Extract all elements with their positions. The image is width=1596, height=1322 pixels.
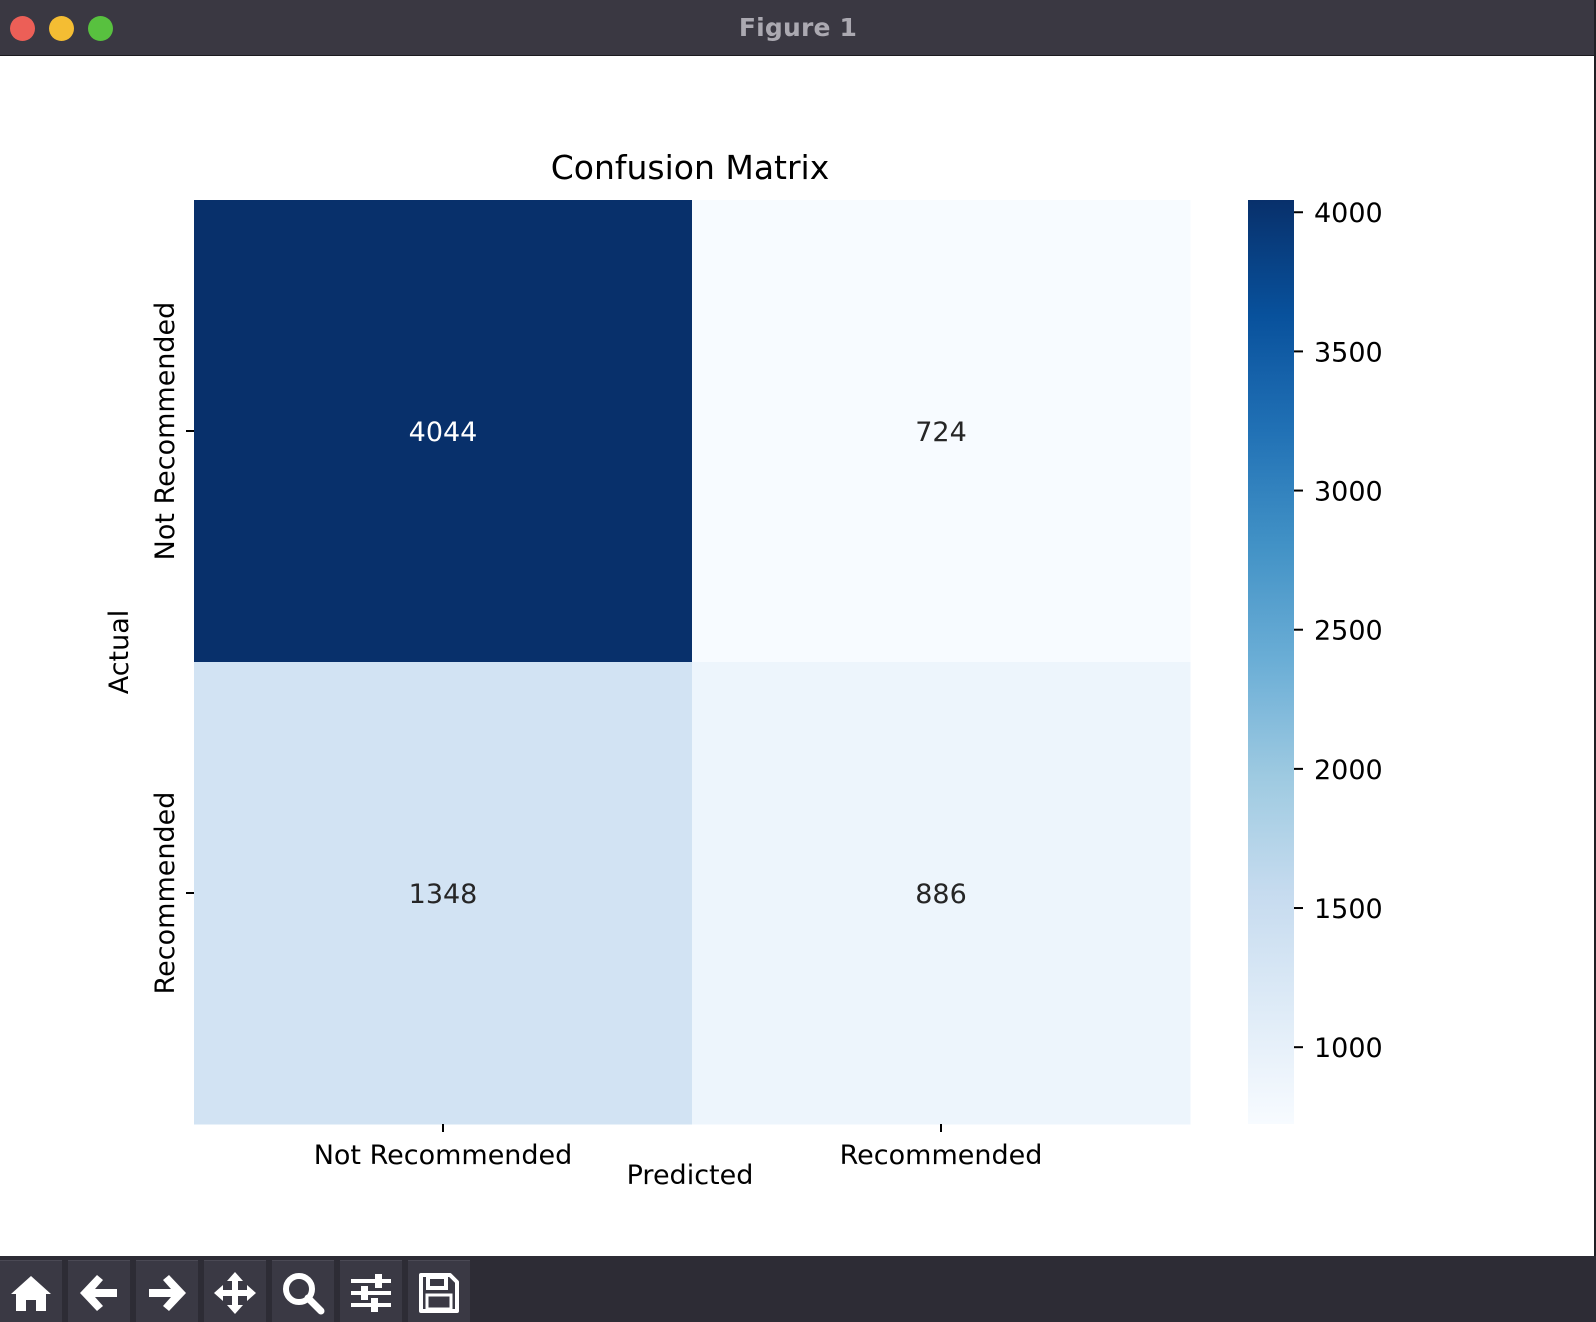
search-icon bbox=[283, 1273, 325, 1315]
colorbar-ticks: 1000 1500 2000 2500 3000 3500 4000 bbox=[1294, 198, 1383, 1064]
figure-canvas: Confusion Matrix 4044 724 1348 886 Not Reco… bbox=[0, 56, 1596, 1256]
back-button[interactable] bbox=[68, 1260, 130, 1322]
colorbar bbox=[1248, 200, 1294, 1124]
x-axis-ticks: Not Recommended Recommended bbox=[314, 1124, 1043, 1171]
arrow-right-icon bbox=[149, 1275, 186, 1311]
save-button[interactable] bbox=[408, 1260, 470, 1322]
x-tick-label: Not Recommended bbox=[314, 1140, 573, 1171]
y-tick-label: Recommended bbox=[150, 792, 181, 995]
colorbar-tick-label: 2000 bbox=[1314, 755, 1383, 786]
heatmap-cells bbox=[194, 200, 1191, 1125]
heatmap-cell bbox=[692, 662, 1191, 1125]
close-window-button[interactable] bbox=[10, 16, 35, 41]
x-axis-label: Predicted bbox=[627, 1160, 754, 1191]
home-button[interactable] bbox=[0, 1260, 62, 1322]
arrow-left-icon bbox=[80, 1275, 117, 1311]
heatmap-cell bbox=[194, 662, 693, 1125]
confusion-matrix-chart: Confusion Matrix 4044 724 1348 886 Not Reco… bbox=[104, 148, 1383, 1191]
colorbar-tick-label: 3500 bbox=[1314, 337, 1383, 368]
move-icon bbox=[214, 1272, 256, 1314]
forward-button[interactable] bbox=[136, 1260, 198, 1322]
colorbar-tick-label: 1000 bbox=[1314, 1033, 1383, 1064]
colorbar-tick-label: 2500 bbox=[1314, 616, 1383, 647]
heatmap-cell bbox=[194, 200, 693, 663]
maximize-window-button[interactable] bbox=[88, 16, 113, 41]
colorbar-tick-label: 1500 bbox=[1314, 894, 1383, 925]
heatmap-cell-labels: 4044 724 1348 886 bbox=[409, 417, 967, 910]
chart-title: Confusion Matrix bbox=[551, 148, 830, 187]
colorbar-tick-label: 3000 bbox=[1314, 477, 1383, 508]
heatmap-cell-label: 886 bbox=[915, 879, 967, 910]
y-axis-label: Actual bbox=[104, 610, 135, 695]
sliders-icon bbox=[351, 1274, 391, 1312]
window-edge bbox=[1594, 0, 1596, 1322]
home-icon bbox=[11, 1276, 51, 1311]
y-axis-ticks: Not Recommended Recommended bbox=[150, 302, 194, 995]
navigation-toolbar bbox=[0, 1256, 1596, 1322]
window-title: Figure 1 bbox=[738, 13, 858, 42]
heatmap-cell-label: 724 bbox=[915, 417, 967, 448]
configure-subplots-button[interactable] bbox=[340, 1260, 402, 1322]
y-tick-label: Not Recommended bbox=[150, 302, 181, 561]
heatmap-cell-label: 1348 bbox=[409, 879, 478, 910]
heatmap-cell-label: 4044 bbox=[409, 417, 478, 448]
zoom-button[interactable] bbox=[272, 1260, 334, 1322]
save-icon bbox=[419, 1273, 459, 1313]
heatmap-cell bbox=[692, 200, 1191, 663]
colorbar-tick-label: 4000 bbox=[1314, 198, 1383, 229]
title-bar: Figure 1 bbox=[0, 0, 1596, 56]
pan-button[interactable] bbox=[204, 1260, 266, 1322]
x-tick-label: Recommended bbox=[840, 1140, 1043, 1171]
minimize-window-button[interactable] bbox=[49, 16, 74, 41]
